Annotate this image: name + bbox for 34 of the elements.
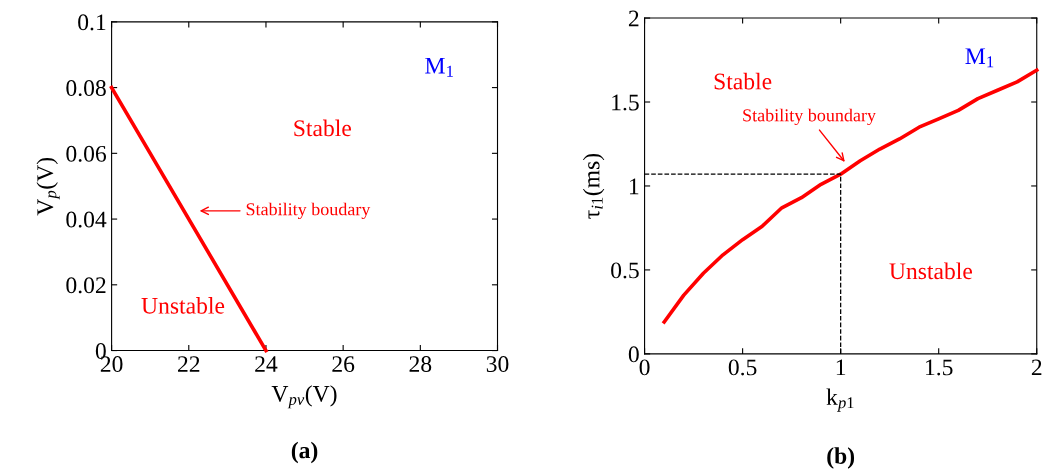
y-tick-label: 0.06 (66, 145, 107, 162)
y-axis-title: V$_{p}$(V) (36, 157, 60, 216)
x-tick-label: 2 (1031, 359, 1042, 376)
annotation: M$_{1}$ (965, 48, 994, 68)
y-tick-label: 1 (629, 178, 639, 195)
text: (b) (827, 447, 855, 469)
x-tick-label: 0.5 (728, 359, 757, 376)
annotation: M$_{1}$ (425, 57, 453, 77)
x-tick-label: 1 (836, 359, 846, 376)
x-tick-label: 24 (255, 356, 278, 372)
annotation: Stability boundary (743, 108, 876, 126)
y-tick-label: 1.5 (612, 94, 639, 111)
annotation: Unstable (141, 297, 225, 314)
x-tick-label: 28 (409, 356, 432, 373)
annotation: Stable (294, 119, 351, 137)
x-axis-title: k$_{p1}$ (826, 388, 854, 412)
y-tick-label: 0.08 (66, 80, 106, 97)
y-axis-title: τ$_{i1}$(ms) (582, 153, 605, 219)
y-tick-label: 2 (628, 10, 639, 27)
annotation: Stability boudary (246, 202, 371, 220)
annotation: Unstable (889, 262, 972, 280)
line-series (662, 68, 1039, 324)
annotation: Stable (714, 72, 772, 90)
y-tick-label: 0.1 (78, 14, 106, 31)
x-tick-label: 26 (332, 356, 355, 373)
y-tick-label: 0.5 (611, 262, 639, 279)
y-tick-label: 0.04 (66, 211, 107, 228)
y-tick-label: 0.02 (66, 277, 106, 294)
x-axis-title: V$_{pv}$(V) (271, 385, 337, 409)
x-tick-label: 30 (486, 356, 509, 373)
text: (a) (291, 441, 318, 464)
x-tick-label: 1.5 (926, 359, 953, 376)
x-tick-label: 0 (639, 359, 650, 376)
x-tick-label: 22 (178, 356, 200, 372)
